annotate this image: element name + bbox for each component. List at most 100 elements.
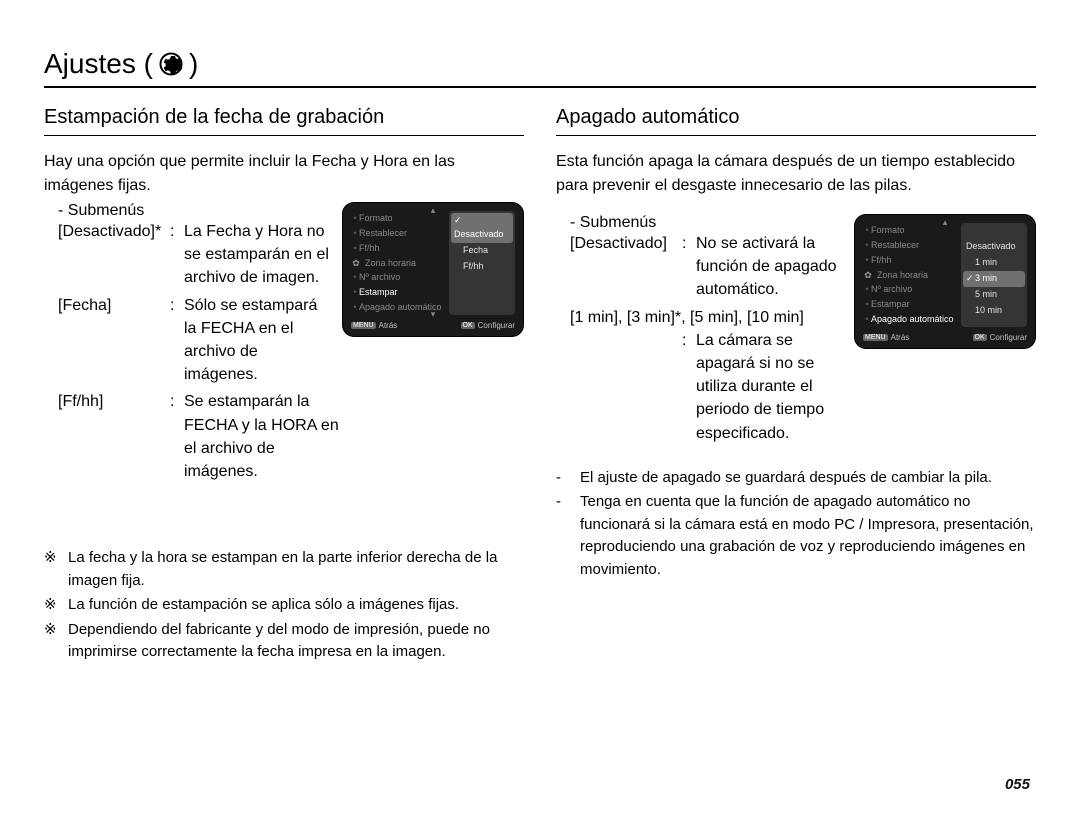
def-desc: Se estamparán la FECHA y la HORA en el a… [184, 390, 348, 483]
left-body: ▴ •Formato •Restablecer •Ff/hh ✿Zona hor… [44, 202, 524, 487]
scroll-up-icon: ▴ [431, 205, 436, 216]
confirm-hint: OKConfigurar [973, 333, 1027, 342]
page-number: 055 [1005, 776, 1030, 793]
page-title: Ajustes ( ) [44, 48, 1036, 88]
ok-key-icon: OK [973, 334, 987, 341]
def-sep: : [682, 329, 690, 445]
menu-item: ✿Zona horaria [351, 256, 443, 271]
gear-icon: ✿ [863, 270, 873, 280]
screenshot-body: •Formato •Restablecer •Ff/hh ✿Zona horar… [351, 211, 515, 315]
left-definitions: [Desactivado]* : La Fecha y Hora no se e… [44, 220, 348, 483]
screenshot-option-panel: ✓Desactivado Fecha Ff/hh [449, 211, 515, 315]
confirm-hint: OKConfigurar [461, 321, 515, 330]
gear-icon: ✿ [351, 258, 361, 268]
menu-item: •Ff/hh [863, 253, 955, 268]
section-title-left: Estampación de la fecha de grabación [44, 106, 524, 136]
back-hint: MENUAtrás [351, 321, 397, 330]
note-row: ※Dependiendo del fabricante y del modo d… [44, 619, 524, 664]
note-row: ※La fecha y la hora se estampan en la pa… [44, 547, 524, 592]
definition-row: [Fecha] : Sólo se estampará la FECHA en … [58, 294, 332, 387]
menu-item: •Ff/hh [351, 241, 443, 256]
left-notes: ※La fecha y la hora se estampan en la pa… [44, 547, 524, 664]
menu-item: •Estampar [863, 297, 955, 312]
left-column: Estampación de la fecha de grabación Hay… [44, 106, 524, 666]
menu-item: •Restablecer [863, 238, 955, 253]
def-label: [Desactivado]* [58, 220, 164, 290]
bullet-text: El ajuste de apagado se guardará después… [580, 467, 992, 490]
back-hint: MENUAtrás [863, 333, 909, 342]
def-sep: : [170, 294, 178, 387]
right-column: Apagado automático Esta función apaga la… [556, 106, 1036, 666]
def-sep: : [682, 232, 690, 302]
note-mark-icon: ※ [44, 594, 62, 617]
option: Desactivado [963, 225, 1025, 255]
bullet-row: -El ajuste de apagado se guardará despué… [556, 467, 1036, 490]
menu-item: •Nº archivo [351, 270, 443, 285]
screenshot-footer: MENUAtrás OKConfigurar [863, 333, 1027, 342]
right-body: ▴ •Formato •Restablecer •Ff/hh ✿Zona hor… [556, 214, 1036, 449]
right-definitions: [Desactivado] : No se activará la funció… [556, 232, 860, 445]
ok-key-icon: OK [461, 322, 475, 329]
screenshot-option-panel: Desactivado 1 min ✓3 min 5 min 10 min [961, 223, 1027, 327]
section-title-right: Apagado automático [556, 106, 1036, 136]
def-desc: Sólo se estampará la FECHA en el archivo… [184, 294, 332, 387]
page-title-text: Ajustes ( [44, 48, 153, 80]
check-icon: ✓ [454, 214, 463, 228]
dash-icon: - [556, 491, 574, 581]
menu-item: •Restablecer [351, 226, 443, 241]
menu-item: •Nº archivo [863, 282, 955, 297]
definition-row: [Ff/hh] : Se estamparán la FECHA y la HO… [58, 390, 348, 483]
def-desc: La Fecha y Hora no se estamparán en el a… [184, 220, 332, 290]
bullet-text: Tenga en cuenta que la función de apagad… [580, 491, 1036, 581]
option: 10 min [963, 303, 1025, 319]
page-title-close: ) [189, 48, 198, 80]
columns: Estampación de la fecha de grabación Hay… [44, 106, 1036, 666]
def-label: [Desactivado] [570, 232, 676, 302]
manual-page: Ajustes ( ) Estampación de la fecha de g… [0, 0, 1080, 815]
menu-key-icon: MENU [863, 334, 888, 341]
dash-icon: - [556, 467, 574, 490]
option: 5 min [963, 287, 1025, 303]
note-mark-icon: ※ [44, 547, 62, 592]
menu-item-selected: •Estampar [351, 285, 443, 300]
def-label: [Fecha] [58, 294, 164, 387]
screenshot-menu-list: •Formato •Restablecer •Ff/hh ✿Zona horar… [351, 211, 443, 315]
definition-row: [Desactivado] : No se activará la funció… [570, 232, 844, 302]
right-intro: Esta función apaga la cámara después de … [556, 150, 1036, 198]
option: 1 min [963, 255, 1025, 271]
camera-ui-screenshot-left: ▴ •Formato •Restablecer •Ff/hh ✿Zona hor… [342, 202, 524, 337]
def-label: [1 min], [3 min]*, [5 min], [10 min] [570, 309, 804, 326]
left-intro: Hay una opción que permite incluir la Fe… [44, 150, 524, 198]
definition-row: : La cámara se apagará si no se utiliza … [570, 329, 844, 445]
menu-key-icon: MENU [351, 322, 376, 329]
note-row: ※ La función de estampación se aplica sól… [44, 594, 524, 617]
note-text: La función de estampación se aplica sólo… [68, 594, 459, 617]
menu-item: •Formato [863, 223, 955, 238]
def-desc: La cámara se apagará si no se utiliza du… [696, 329, 844, 445]
def-label [570, 329, 676, 445]
camera-ui-screenshot-right: ▴ •Formato •Restablecer •Ff/hh ✿Zona hor… [854, 214, 1036, 349]
definition-row: [Desactivado]* : La Fecha y Hora no se e… [58, 220, 332, 290]
option-active: ✓3 min [963, 271, 1025, 287]
check-icon: ✓ [966, 272, 975, 286]
screenshot-footer: MENUAtrás OKConfigurar [351, 321, 515, 330]
right-bullets: -El ajuste de apagado se guardará despué… [556, 467, 1036, 582]
screenshot-menu-list: •Formato •Restablecer •Ff/hh ✿Zona horar… [863, 223, 955, 327]
screenshot-body: •Formato •Restablecer •Ff/hh ✿Zona horar… [863, 223, 1027, 327]
option: Fecha [451, 243, 513, 259]
note-text: La fecha y la hora se estampan en la par… [68, 547, 524, 592]
definition-row-wide: [1 min], [3 min]*, [5 min], [10 min] [570, 306, 860, 329]
def-label: [Ff/hh] [58, 390, 164, 483]
menu-item: •Formato [351, 211, 443, 226]
note-mark-icon: ※ [44, 619, 62, 664]
note-text: Dependiendo del fabricante y del modo de… [68, 619, 524, 664]
def-sep: : [170, 220, 178, 290]
scroll-down-icon: ▾ [431, 309, 436, 320]
option: Ff/hh [451, 259, 513, 275]
option-active: ✓Desactivado [451, 213, 513, 243]
bullet-row: -Tenga en cuenta que la función de apaga… [556, 491, 1036, 581]
def-desc: No se activará la función de apagado aut… [696, 232, 844, 302]
scroll-up-icon: ▴ [943, 217, 948, 228]
gear-icon [159, 52, 183, 76]
menu-item: •Apagado automático [351, 300, 443, 315]
